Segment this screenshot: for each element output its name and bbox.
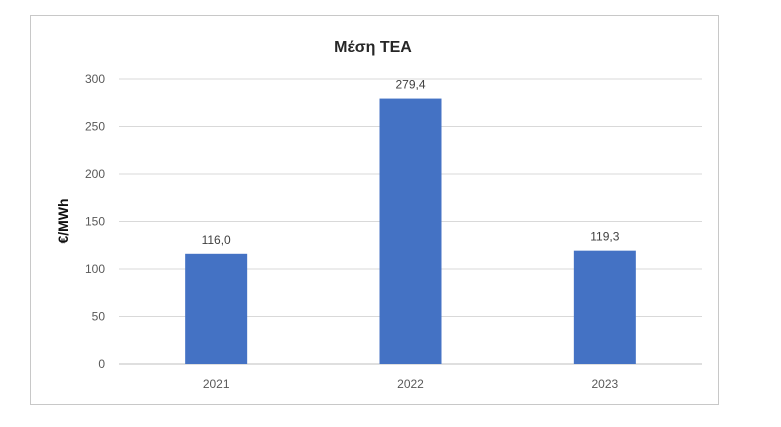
- y-tick-label: 250: [85, 120, 105, 134]
- y-tick-label: 150: [85, 215, 105, 229]
- data-label-2022: 279,4: [395, 78, 425, 92]
- y-tick-label: 50: [92, 310, 106, 324]
- x-tick-label: 2021: [203, 377, 230, 391]
- bar-2022: [379, 98, 442, 364]
- y-axis-ticks: 0 50 100 150 200 250 300: [85, 72, 105, 371]
- y-tick-label: 200: [85, 167, 105, 181]
- x-tick-label: 2023: [591, 377, 618, 391]
- bar-2023: [573, 250, 636, 364]
- data-labels: 116,0 279,4 119,3: [202, 78, 620, 247]
- bar-2021: [185, 253, 248, 364]
- data-label-2021: 116,0: [202, 233, 231, 247]
- y-tick-label: 100: [85, 262, 105, 276]
- x-axis-ticks: 2021 2022 2023: [203, 377, 619, 391]
- x-tick-label: 2022: [397, 377, 424, 391]
- bars: [185, 98, 636, 364]
- data-label-2023: 119,3: [590, 230, 619, 244]
- y-tick-label: 300: [85, 72, 105, 86]
- y-tick-label: 0: [98, 357, 105, 371]
- chart-title: Μέση ΤΕΑ: [334, 39, 412, 56]
- y-axis-label: €/MWh: [55, 198, 71, 243]
